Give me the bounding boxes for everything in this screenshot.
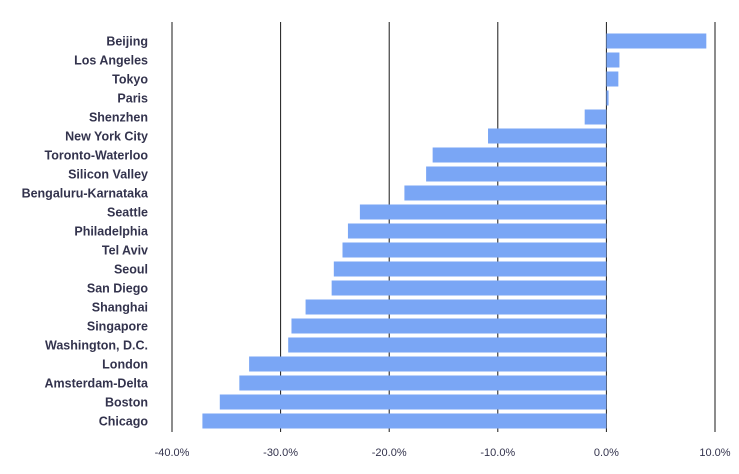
- category-label: Paris: [117, 92, 148, 106]
- bars: [202, 33, 707, 429]
- bar: [305, 299, 607, 315]
- category-label: Silicon Valley: [68, 168, 148, 182]
- x-tick-label: -20.0%: [372, 447, 407, 459]
- category-label: Seattle: [107, 206, 148, 220]
- x-tick-label: -30.0%: [263, 447, 298, 459]
- category-label: New York City: [65, 130, 148, 144]
- x-tick-label: -10.0%: [480, 447, 515, 459]
- category-label: Singapore: [87, 320, 148, 334]
- category-label: Beijing: [106, 35, 148, 49]
- bar: [359, 204, 607, 220]
- bar: [342, 242, 607, 258]
- bar: [488, 128, 607, 144]
- x-tick-label: 0.0%: [594, 447, 619, 459]
- category-label: London: [102, 358, 148, 372]
- bar: [331, 280, 607, 296]
- bar: [219, 394, 607, 410]
- x-tick-labels: -40.0% -30.0% -20.0% -10.0% 0.0% 10.0%: [155, 447, 731, 459]
- x-tick-label: 10.0%: [699, 447, 730, 459]
- category-label: Chicago: [99, 415, 149, 429]
- bar: [584, 109, 607, 125]
- category-label: Seoul: [114, 263, 148, 277]
- bar: [347, 223, 607, 239]
- category-labels: Beijing Los Angeles Tokyo Paris Shenzhen New …: [22, 35, 149, 429]
- bar: [288, 337, 607, 353]
- category-label: Bengaluru-Karnataka: [22, 187, 149, 201]
- category-label: Shenzhen: [89, 111, 148, 125]
- category-label: Shanghai: [92, 301, 148, 315]
- category-label: Los Angeles: [74, 54, 148, 68]
- bar: [291, 318, 607, 334]
- bar: [606, 33, 707, 49]
- category-label: San Diego: [87, 282, 148, 296]
- bar: [333, 261, 607, 277]
- category-label: Philadelphia: [74, 225, 149, 239]
- x-tick-label: -40.0%: [155, 447, 190, 459]
- bar: [202, 413, 607, 429]
- category-label: Washington, D.C.: [45, 339, 148, 353]
- bar: [239, 375, 607, 391]
- bar: [404, 185, 607, 201]
- bar: [432, 147, 607, 163]
- category-label: Tel Aviv: [102, 244, 148, 258]
- category-label: Amsterdam-Delta: [44, 377, 149, 391]
- category-label: Boston: [105, 396, 148, 410]
- bar: [426, 166, 607, 182]
- bar: [249, 356, 607, 372]
- bar: [606, 90, 609, 106]
- category-label: Tokyo: [112, 73, 148, 87]
- bar: [606, 52, 620, 68]
- bar: [606, 71, 619, 87]
- category-label: Toronto-Waterloo: [45, 149, 149, 163]
